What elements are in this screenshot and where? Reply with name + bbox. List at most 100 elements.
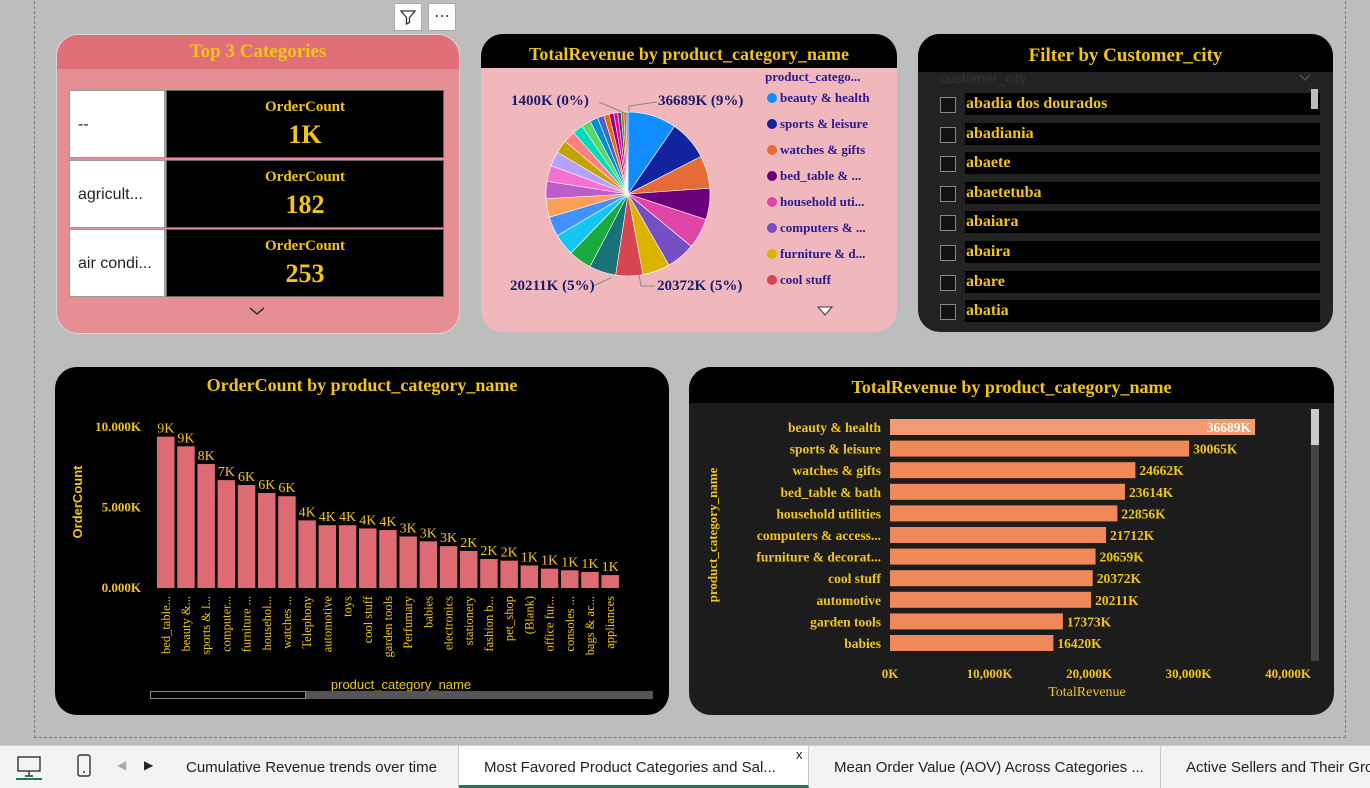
horizontal-scrollbar[interactable] (150, 691, 653, 699)
pie-chart[interactable] (543, 109, 713, 279)
x-tick-label: bags & ac... (583, 596, 597, 655)
chevron-down-icon[interactable] (248, 305, 266, 317)
y-tick-label: cool stuff (828, 571, 881, 586)
bar[interactable] (480, 559, 498, 588)
scrollbar-thumb[interactable] (1311, 409, 1319, 445)
chevron-down-icon[interactable] (1298, 73, 1312, 83)
hbar-data-label: 17373K (1067, 614, 1112, 629)
revenue-hbar-chart[interactable]: 0K 10,000K 20,000K 30,000K 40,000KTotalReven… (689, 367, 1334, 715)
scrollbar-thumb[interactable] (150, 691, 306, 699)
ordercount-bar-chart[interactable]: 10.000K 5.000K 0.000K OrderCount 9K bed_table… (55, 367, 669, 715)
ordercount-card: OrderCount 1K (166, 90, 444, 158)
city-checkbox[interactable] (940, 185, 956, 202)
bar[interactable] (460, 550, 478, 588)
more-options-icon[interactable]: ⋯ (428, 3, 456, 31)
legend-item[interactable]: bed_table & ... (767, 168, 861, 184)
bar-data-label: 4K (379, 515, 396, 530)
bar[interactable] (359, 528, 377, 588)
bar[interactable] (601, 575, 619, 588)
legend-item[interactable]: household uti... (767, 194, 865, 210)
mobile-view-icon[interactable] (75, 753, 93, 779)
hbar[interactable] (890, 548, 1096, 565)
city-checkbox[interactable] (940, 97, 956, 113)
city-checkbox[interactable] (940, 215, 956, 232)
city-checkbox[interactable] (940, 274, 956, 291)
bar[interactable] (258, 493, 276, 588)
city-checkbox[interactable] (940, 156, 956, 173)
city-checkbox[interactable] (940, 126, 956, 143)
bar[interactable] (561, 570, 579, 588)
legend-item[interactable]: computers & ... (767, 220, 866, 236)
hbar[interactable] (890, 635, 1054, 651)
legend-dot (767, 197, 777, 207)
category-row[interactable]: agricult... OrderCount 182 (69, 160, 444, 228)
vertical-scrollbar[interactable] (1311, 409, 1319, 661)
bar[interactable] (177, 446, 195, 588)
legend-label: furniture & d... (780, 246, 866, 261)
x-tick-label: pet_shop (502, 596, 516, 641)
bar[interactable] (439, 546, 458, 588)
bar[interactable] (338, 525, 357, 588)
city-list-scrollbar[interactable] (1311, 89, 1318, 109)
bar[interactable] (318, 525, 337, 588)
bar[interactable] (298, 520, 316, 588)
tab-mean-order-value[interactable]: Mean Order Value (AOV) Across Categories… (809, 746, 1161, 788)
bar[interactable] (520, 565, 539, 588)
category-row[interactable]: -- OrderCount 1K (69, 90, 444, 158)
bar[interactable] (540, 568, 559, 588)
x-tick-label: toys (341, 596, 355, 617)
ordercount-card: OrderCount 253 (166, 229, 444, 297)
hbar[interactable] (890, 591, 1092, 608)
close-tab-icon[interactable]: x (796, 747, 803, 762)
legend-item[interactable]: beauty & health (767, 90, 870, 106)
tab-favored-categories[interactable]: Most Favored Product Categories and Sal.… (459, 746, 809, 788)
hbar[interactable] (890, 440, 1190, 457)
y-tick-label: furniture & decorat... (756, 550, 881, 565)
hbar[interactable] (890, 505, 1118, 522)
city-name: abaira (965, 241, 1320, 263)
tab-active-sellers[interactable]: Active Sellers and Their Gro (1186, 759, 1370, 776)
bar[interactable] (419, 541, 438, 588)
desktop-view-icon[interactable] (15, 754, 43, 780)
hbar[interactable] (890, 570, 1093, 587)
report-canvas: ⋯ Top 3 Categories -- OrderCount 1K agri… (0, 0, 1370, 745)
bar[interactable] (217, 480, 236, 588)
hbar[interactable] (890, 462, 1136, 479)
city-checkbox[interactable] (940, 245, 956, 261)
legend-item[interactable]: cool stuff (767, 272, 831, 288)
x-axis-title: TotalRevenue (1048, 685, 1126, 700)
bar[interactable] (197, 464, 215, 588)
y-tick-label: babies (844, 636, 881, 651)
legend-title: product_catego... (765, 69, 861, 84)
legend-item[interactable]: watches & gifts (767, 142, 865, 158)
x-tick-label: electronics (442, 596, 456, 650)
hbar[interactable] (890, 527, 1107, 543)
tab-cumulative-revenue[interactable]: Cumulative Revenue trends over time (161, 746, 459, 788)
y-tick-label: garden tools (810, 614, 881, 629)
bar[interactable] (278, 496, 296, 588)
y-tick-label: household utilities (776, 506, 881, 521)
hbar[interactable] (890, 419, 1256, 435)
category-row[interactable]: air condi... OrderCount 253 (69, 229, 444, 297)
bar[interactable] (237, 484, 256, 588)
bar-data-label: 6K (258, 478, 275, 493)
bar[interactable] (399, 536, 417, 588)
previous-page-icon[interactable]: ◀ (117, 758, 127, 772)
city-checkbox[interactable] (940, 304, 956, 321)
hbar[interactable] (890, 483, 1125, 500)
hbar[interactable] (890, 613, 1063, 630)
pie-label-automotive: 20211K (5%) (510, 278, 595, 294)
next-page-icon[interactable]: ▶ (144, 758, 154, 772)
bar[interactable] (581, 571, 599, 588)
bar-data-label: 1K (602, 560, 619, 575)
legend-item[interactable]: sports & leisure (767, 116, 868, 132)
bar[interactable] (157, 436, 175, 588)
filter-icon[interactable] (394, 3, 422, 31)
legend-dot (767, 223, 777, 233)
legend-item[interactable]: furniture & d... (767, 246, 865, 262)
bar[interactable] (500, 560, 518, 588)
x-tick-label: appliances (603, 596, 617, 649)
legend-scroll-down-icon[interactable] (817, 306, 833, 316)
y-tick-label: automotive (817, 593, 882, 608)
bar[interactable] (379, 530, 397, 588)
